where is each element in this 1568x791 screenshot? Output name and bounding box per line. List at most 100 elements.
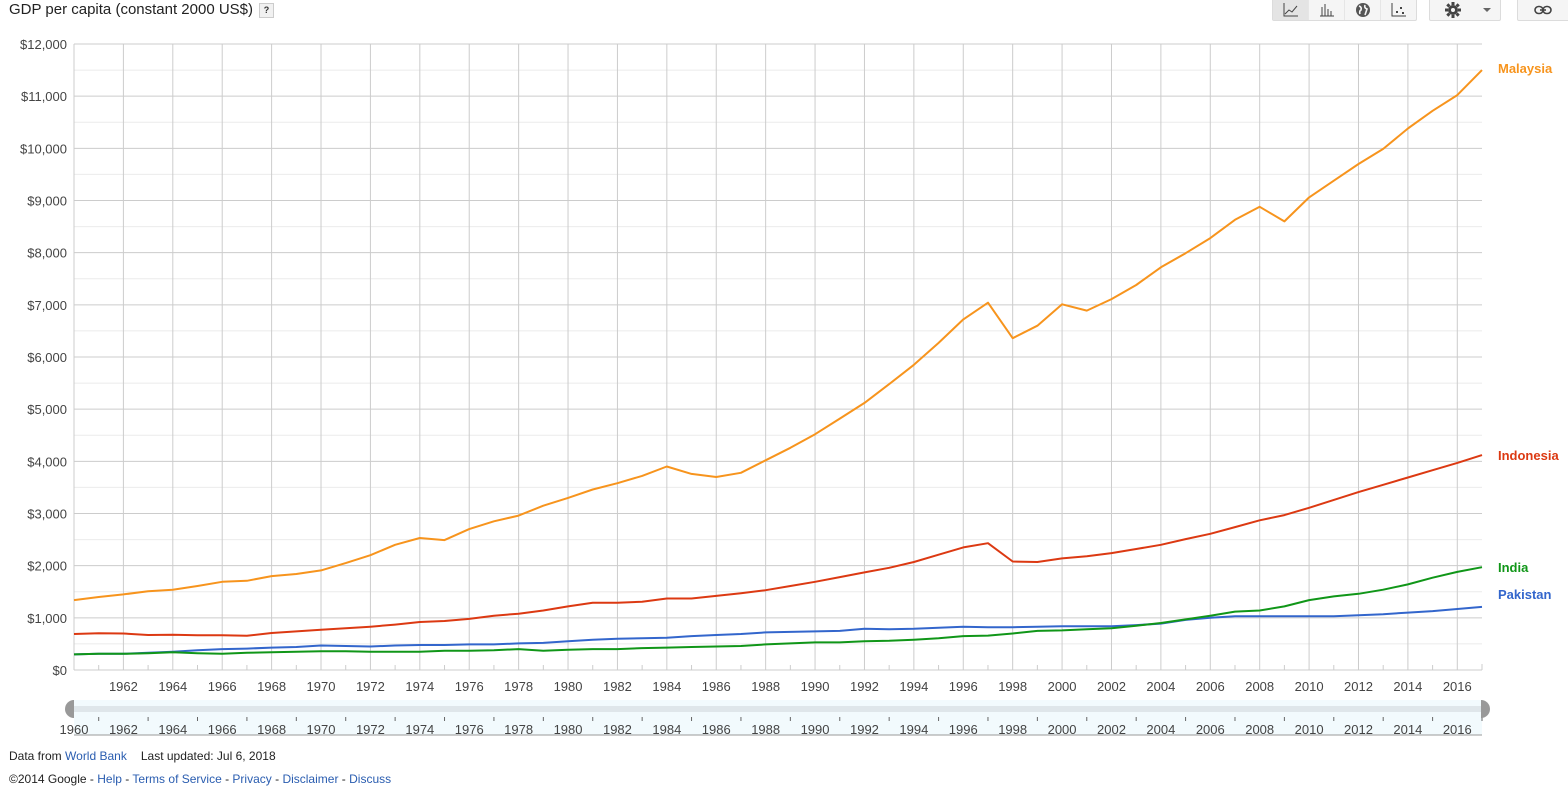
slider-tick-label: 1980 xyxy=(554,722,583,737)
slider-tick-label: 1962 xyxy=(109,722,138,737)
y-tick-label: $4,000 xyxy=(27,454,67,469)
y-tick-label: $2,000 xyxy=(27,559,67,574)
data-source: Data from World Bank Last updated: Jul 6,… xyxy=(9,749,276,763)
x-tick-label: 1992 xyxy=(850,679,879,694)
map-button[interactable] xyxy=(1345,0,1381,20)
slider-tick-label: 2014 xyxy=(1393,722,1422,737)
separator: - xyxy=(338,772,350,786)
discuss-link[interactable]: Discuss xyxy=(349,772,392,786)
slider-tick-label: 1968 xyxy=(257,722,286,737)
slider-selected-band xyxy=(74,706,1482,712)
bar-chart-icon xyxy=(1319,4,1334,17)
x-tick-label: 1990 xyxy=(801,679,830,694)
slider-tick-label: 1964 xyxy=(158,722,187,737)
slider-tick-label: 1990 xyxy=(801,722,830,737)
y-tick-label: $8,000 xyxy=(27,246,67,261)
y-tick-label: $9,000 xyxy=(27,194,67,209)
x-tick-label: 1988 xyxy=(751,679,780,694)
x-tick-label: 1962 xyxy=(109,679,138,694)
chart-type-toolbar xyxy=(1272,0,1417,21)
slider-tick-label: 2010 xyxy=(1295,722,1324,737)
slider-tick-label: 1984 xyxy=(652,722,681,737)
terms-of-service-link[interactable]: Terms of Service xyxy=(132,772,222,786)
slider-tick-label: 1978 xyxy=(504,722,533,737)
caret-down-icon xyxy=(1483,7,1491,12)
x-tick-label: 1966 xyxy=(208,679,237,694)
series-label-malaysia: Malaysia xyxy=(1498,61,1553,76)
x-tick-label: 2012 xyxy=(1344,679,1373,694)
line-chart-button[interactable] xyxy=(1273,0,1309,20)
slider-tick-label: 1960 xyxy=(60,722,89,737)
series-line-pakistan xyxy=(73,605,1483,656)
x-tick-label: 1976 xyxy=(455,679,484,694)
line-chart: $0 $1,000 $2,000 $3,000 $4,000 $5,000 $6,000 $7… xyxy=(20,37,1559,737)
x-tick-label: 1998 xyxy=(998,679,1027,694)
y-tick-label: $11,000 xyxy=(21,89,67,104)
x-tick-label: 2002 xyxy=(1097,679,1126,694)
grid xyxy=(73,43,1483,671)
disclaimer-link[interactable]: Disclaimer xyxy=(282,772,339,786)
slider-tick-label: 2004 xyxy=(1146,722,1175,737)
footer-links: ©2014 Google - Help - Terms of Service -… xyxy=(9,772,391,786)
world-bank-link[interactable]: World Bank xyxy=(65,749,127,763)
link-icon xyxy=(1534,5,1552,15)
x-tick-label: 1994 xyxy=(899,679,928,694)
help-link[interactable]: Help xyxy=(97,772,122,786)
slider-tick-label: 1974 xyxy=(405,722,434,737)
slider-tick-label: 2002 xyxy=(1097,722,1126,737)
slider-tick-label: 2006 xyxy=(1196,722,1225,737)
slider-handle-end[interactable] xyxy=(1481,700,1490,718)
gear-icon xyxy=(1445,2,1461,18)
scatter-chart-button[interactable] xyxy=(1381,0,1416,20)
x-tick-label: 1972 xyxy=(356,679,385,694)
slider-tick-label: 1972 xyxy=(356,722,385,737)
y-tick-label: $0 xyxy=(53,663,67,678)
privacy-link[interactable]: Privacy xyxy=(232,772,272,786)
series-label-india: India xyxy=(1498,560,1529,575)
y-tick-label: $7,000 xyxy=(27,298,67,313)
slider-tick-label: 1992 xyxy=(850,722,879,737)
slider-tick-label: 1966 xyxy=(208,722,237,737)
y-axis: $0 $1,000 $2,000 $3,000 $4,000 $5,000 $6,000 $7… xyxy=(20,37,67,678)
scatter-chart-icon xyxy=(1391,3,1406,17)
help-button[interactable]: ? xyxy=(259,2,275,18)
x-tick-label: 1968 xyxy=(257,679,286,694)
slider-tick-label: 1998 xyxy=(998,722,1027,737)
series-line-india xyxy=(73,566,1483,656)
separator: - xyxy=(121,772,133,786)
settings-menu-button[interactable] xyxy=(1429,0,1501,21)
series-lines xyxy=(73,69,1483,656)
x-tick-label: 2014 xyxy=(1393,679,1422,694)
copyright: ©2014 Google xyxy=(9,772,87,786)
y-tick-label: $6,000 xyxy=(27,350,67,365)
line-chart-icon xyxy=(1283,3,1298,17)
x-tick-label: 2000 xyxy=(1048,679,1077,694)
slider-tick-label: 2012 xyxy=(1344,722,1373,737)
slider-tick-label: 1976 xyxy=(455,722,484,737)
x-tick-label: 1982 xyxy=(603,679,632,694)
globe-icon xyxy=(1355,3,1370,17)
bar-chart-button[interactable] xyxy=(1309,0,1345,20)
x-tick-label: 2006 xyxy=(1196,679,1225,694)
range-slider: 1960 1962 1964 1966 1968 1970 1972 1974 1976 1978… xyxy=(60,700,1490,737)
link-button[interactable] xyxy=(1517,0,1568,21)
x-tick-label: 1970 xyxy=(307,679,336,694)
separator: - xyxy=(221,772,233,786)
x-tick-label: 1980 xyxy=(554,679,583,694)
data-from-label: Data from xyxy=(9,749,62,763)
x-tick-label: 1984 xyxy=(652,679,681,694)
chart-title-text: GDP per capita (constant 2000 US$) xyxy=(9,1,254,18)
settings-button[interactable] xyxy=(1430,0,1476,20)
x-tick-label: 1978 xyxy=(504,679,533,694)
slider-handle-start[interactable] xyxy=(65,700,74,718)
settings-dropdown[interactable] xyxy=(1476,0,1498,20)
y-tick-label: $5,000 xyxy=(27,402,67,417)
y-tick-label: $12,000 xyxy=(20,37,67,52)
separator: - xyxy=(271,772,283,786)
slider-tick-label: 1986 xyxy=(702,722,731,737)
slider-tick-label: 2008 xyxy=(1245,722,1274,737)
x-tick-label: 2016 xyxy=(1443,679,1472,694)
x-tick-label: 1964 xyxy=(158,679,187,694)
series-label-indonesia: Indonesia xyxy=(1498,448,1559,463)
share-link-button[interactable] xyxy=(1518,0,1568,20)
